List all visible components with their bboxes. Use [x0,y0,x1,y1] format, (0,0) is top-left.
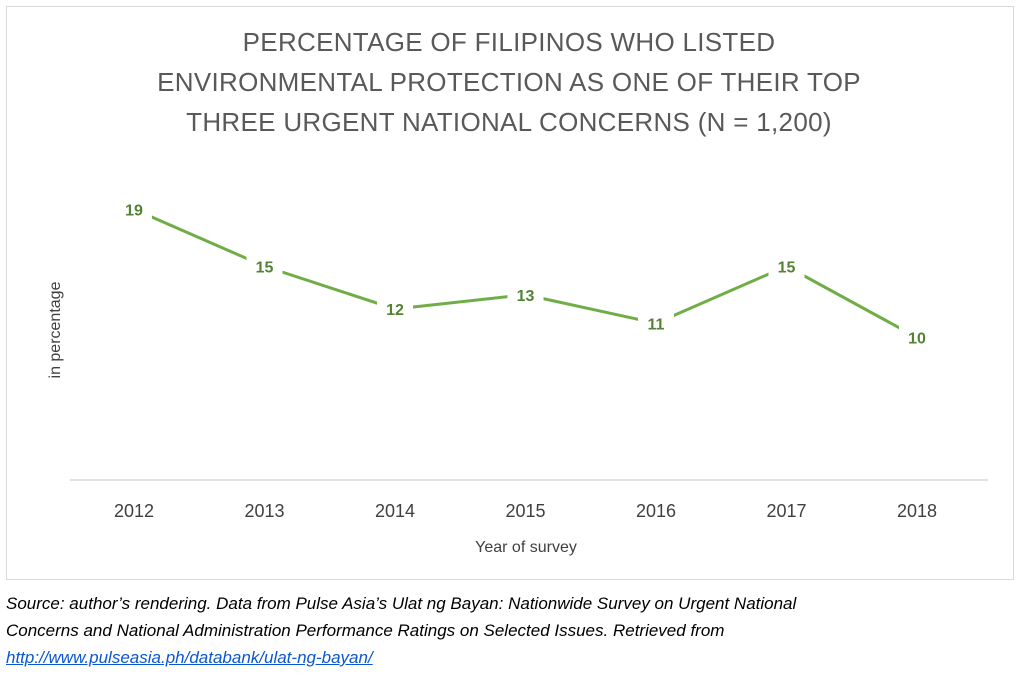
chart-title-line-3: THREE URGENT NATIONAL CONCERNS (N = 1,20… [186,107,832,137]
x-tick-label: 2012 [114,501,154,521]
data-label: 10 [908,331,926,348]
x-axis-label: Year of survey [475,539,577,556]
caption-line-1: Source: author’s rendering. Data from Pu… [6,594,797,613]
data-label: 15 [778,259,796,276]
data-label-background [246,254,283,279]
data-label: 11 [648,316,665,333]
data-label-background [899,325,935,350]
chart-title: PERCENTAGE OF FILIPINOS WHO LISTED ENVIR… [0,22,1018,142]
data-label: 15 [256,259,274,276]
x-tick-label: 2016 [636,501,676,521]
x-tick-label: 2013 [244,501,284,521]
x-tick-labels: 2012 2013 2014 2015 2016 2017 2018 [114,501,937,521]
source-link[interactable]: http://www.pulseasia.ph/databank/ulat-ng… [6,648,373,667]
x-tick-label: 2018 [897,501,937,521]
chart-title-line-1: PERCENTAGE OF FILIPINOS WHO LISTED [242,27,776,57]
data-label-background [768,254,805,279]
x-tick-label: 2017 [766,501,806,521]
data-label: 12 [386,302,404,319]
series-group [116,197,935,350]
line-chart: in percentage Year of survey 2012 2013 201… [47,197,988,556]
data-label: 13 [517,288,535,305]
x-tick-label: 2015 [505,501,545,521]
x-tick-label: 2014 [375,501,415,521]
figure-caption: Source: author’s rendering. Data from Pu… [6,590,1016,671]
data-label: 19 [125,202,143,219]
data-label-background [116,197,152,222]
y-axis-label: in percentage [47,281,64,378]
data-label-background [638,311,674,336]
data-labels: 19 15 12 13 11 15 10 [125,202,926,347]
data-label-background [507,282,544,307]
caption-line-2: Concerns and National Administration Per… [6,621,725,640]
chart-title-line-2: ENVIRONMENTAL PROTECTION AS ONE OF THEIR… [157,67,861,97]
data-label-background [377,297,413,321]
